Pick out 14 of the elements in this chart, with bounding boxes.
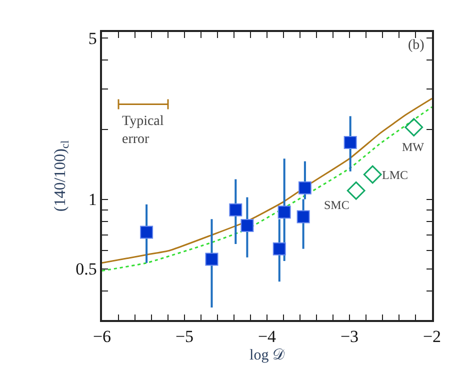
x-tick-label: −5	[175, 327, 194, 346]
annotation: (b)	[408, 38, 425, 53]
y-tick-label: 5	[88, 28, 97, 48]
x-tick-label: −6	[92, 327, 112, 346]
annotation: Typical error	[122, 114, 164, 148]
annotation: SMC	[324, 198, 350, 212]
y-tick-label: 1	[88, 190, 97, 210]
annotation: MW	[402, 140, 425, 154]
annotation: LMC	[382, 168, 408, 182]
x-tick-label: −4	[258, 327, 277, 346]
x-axis-title: log 𝒟	[250, 348, 284, 364]
x-tick-label: −3	[340, 327, 359, 346]
y-tick-label: 0.5	[76, 260, 97, 279]
x-tick-label: −2	[422, 327, 442, 346]
